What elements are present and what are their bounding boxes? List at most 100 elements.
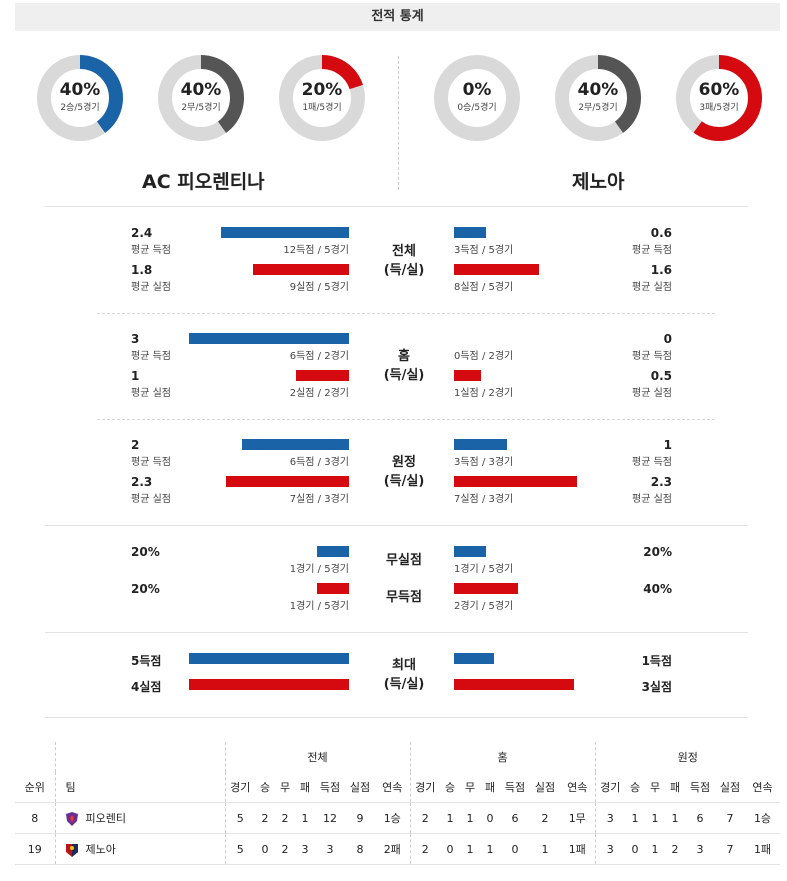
cell: 2 — [255, 802, 275, 834]
header-played: 경기 — [594, 772, 625, 803]
away-win-donut: 0% 0승/5경기 — [432, 53, 522, 143]
home-loss-ring — [279, 55, 365, 141]
away-avg-scored-caption: 평균 득점 — [632, 457, 672, 468]
away-loss-donut: 60% 3패/5경기 — [674, 53, 764, 143]
donut-caption: 1패/5경기 — [302, 103, 342, 113]
away-nogoal-value: 40% — [643, 582, 672, 596]
header-win: 승 — [625, 772, 645, 803]
home-avg-scored: 2 — [131, 438, 140, 452]
away-conceded-bar — [454, 370, 481, 381]
cell: 2 — [665, 833, 685, 865]
home-nogoal-bar — [317, 583, 349, 594]
donut-percent: 40% — [59, 80, 101, 100]
home-conceded-bar — [253, 264, 349, 275]
donut-caption: 2무/5경기 — [578, 103, 618, 113]
page-title: 전적 통계 — [15, 3, 780, 31]
cell: 0 — [440, 833, 460, 865]
section-sublabel: (득/실) — [383, 474, 425, 489]
group-away: 원정 — [594, 742, 780, 772]
section-label: 전체 — [392, 244, 416, 259]
donut-caption: 2승/5경기 — [60, 103, 100, 113]
away-win-ring — [434, 55, 520, 141]
away-max-conceded: 3실점 — [641, 680, 672, 694]
home-avg-conceded: 1 — [131, 369, 140, 383]
home-avg-scored-caption: 평균 득점 — [131, 245, 171, 256]
table-row[interactable]: 19 제노아 5 0 2 3 3 8 2패 2 0 1 1 0 1 1패 3 0 1 2 3 7 1패 — [15, 833, 780, 865]
divider — [97, 419, 715, 420]
header-played: 경기 — [224, 772, 255, 803]
cell: 7 — [715, 833, 745, 865]
away-clean-bar-text: 1경기 / 5경기 — [454, 564, 514, 575]
away-scored-bar-text: 3득점 / 5경기 — [454, 245, 514, 256]
cell: 1 — [665, 802, 685, 834]
donut-caption: 3패/5경기 — [699, 103, 739, 113]
donut-percent: 40% — [577, 80, 619, 100]
header-streak: 연속 — [375, 772, 410, 803]
team-cell[interactable]: 제노아 — [54, 833, 225, 865]
home-max-conceded: 4실점 — [131, 680, 162, 694]
section-sublabel: (득/실) — [383, 677, 425, 692]
group-home: 홈 — [409, 742, 595, 772]
away-scored-bar-text: 0득점 / 2경기 — [454, 351, 514, 362]
header-loss: 패 — [480, 772, 500, 803]
home-scored-bar-text: 12득점 / 5경기 — [283, 245, 349, 256]
cell: 1 — [440, 802, 460, 834]
section-label-home: 홈 (득/실) — [374, 347, 434, 385]
section-label: 최대 — [392, 658, 416, 673]
rank-cell: 8 — [15, 802, 55, 834]
team-cell[interactable]: 피오렌티 — [54, 802, 225, 834]
cell: 7 — [715, 802, 745, 834]
home-avg-scored-caption: 평균 득점 — [131, 351, 171, 362]
home-avg-conceded: 2.3 — [131, 475, 153, 489]
away-avg-scored-caption: 평균 득점 — [632, 351, 672, 362]
header-scored: 득점 — [315, 772, 345, 803]
header-streak: 연속 — [560, 772, 595, 803]
table-row[interactable]: 8 피오렌티 5 2 2 1 12 9 1승 2 1 1 0 6 2 1무 3 1 1 1 6 7 1승 — [15, 802, 780, 834]
header-played: 경기 — [409, 772, 440, 803]
header-rank: 순위 — [15, 772, 55, 803]
section-sublabel: (득/실) — [383, 263, 425, 278]
team-name: 제노아 — [85, 843, 116, 856]
away-conceded-bar-text: 1실점 / 2경기 — [454, 388, 514, 399]
team-name: 피오렌티 — [85, 812, 126, 825]
home-conceded-bar-text: 9실점 / 5경기 — [289, 282, 349, 293]
donut-percent: 60% — [698, 80, 740, 100]
home-avg-scored-caption: 평균 득점 — [131, 457, 171, 468]
header-loss: 패 — [295, 772, 315, 803]
away-avg-scored-caption: 평균 득점 — [632, 245, 672, 256]
cell: 1승 — [745, 802, 780, 834]
cell: 8 — [345, 833, 375, 865]
home-avg-conceded-caption: 평균 실점 — [131, 282, 171, 293]
cell: 2 — [275, 802, 295, 834]
fiorentina-crest-icon — [65, 812, 78, 826]
cell: 3 — [315, 833, 345, 865]
section-label-away: 원정 (득/실) — [374, 453, 434, 491]
away-conceded-bar — [454, 476, 577, 487]
cell: 1승 — [375, 802, 410, 834]
home-avg-scored: 3 — [131, 332, 140, 346]
header-team: 팀 — [54, 772, 225, 803]
header-draw: 무 — [645, 772, 665, 803]
cell: 9 — [345, 802, 375, 834]
home-avg-conceded-caption: 평균 실점 — [131, 494, 171, 505]
cell: 1 — [480, 833, 500, 865]
cell: 12 — [315, 802, 345, 834]
away-team-name: 제노아 — [572, 171, 625, 193]
away-nogoal-bar — [454, 583, 518, 594]
cell: 1 — [645, 802, 665, 834]
section-label-total: 전체 (득/실) — [374, 242, 434, 280]
home-avg-conceded-caption: 평균 실점 — [131, 388, 171, 399]
away-scored-bar-text: 3득점 / 3경기 — [454, 457, 514, 468]
header-conceded: 실점 — [345, 772, 375, 803]
home-clean-value: 20% — [131, 545, 160, 559]
section-label: 홈 — [398, 349, 410, 364]
home-conceded-bar — [226, 476, 349, 487]
away-avg-conceded: 1.6 — [650, 263, 672, 277]
home-conceded-bar — [296, 370, 349, 381]
divider — [45, 717, 748, 718]
away-avg-conceded-caption: 평균 실점 — [632, 494, 672, 505]
away-avg-conceded: 2.3 — [650, 475, 672, 489]
cell: 1패 — [745, 833, 780, 865]
header-win: 승 — [255, 772, 275, 803]
away-draw-ring — [555, 55, 641, 141]
